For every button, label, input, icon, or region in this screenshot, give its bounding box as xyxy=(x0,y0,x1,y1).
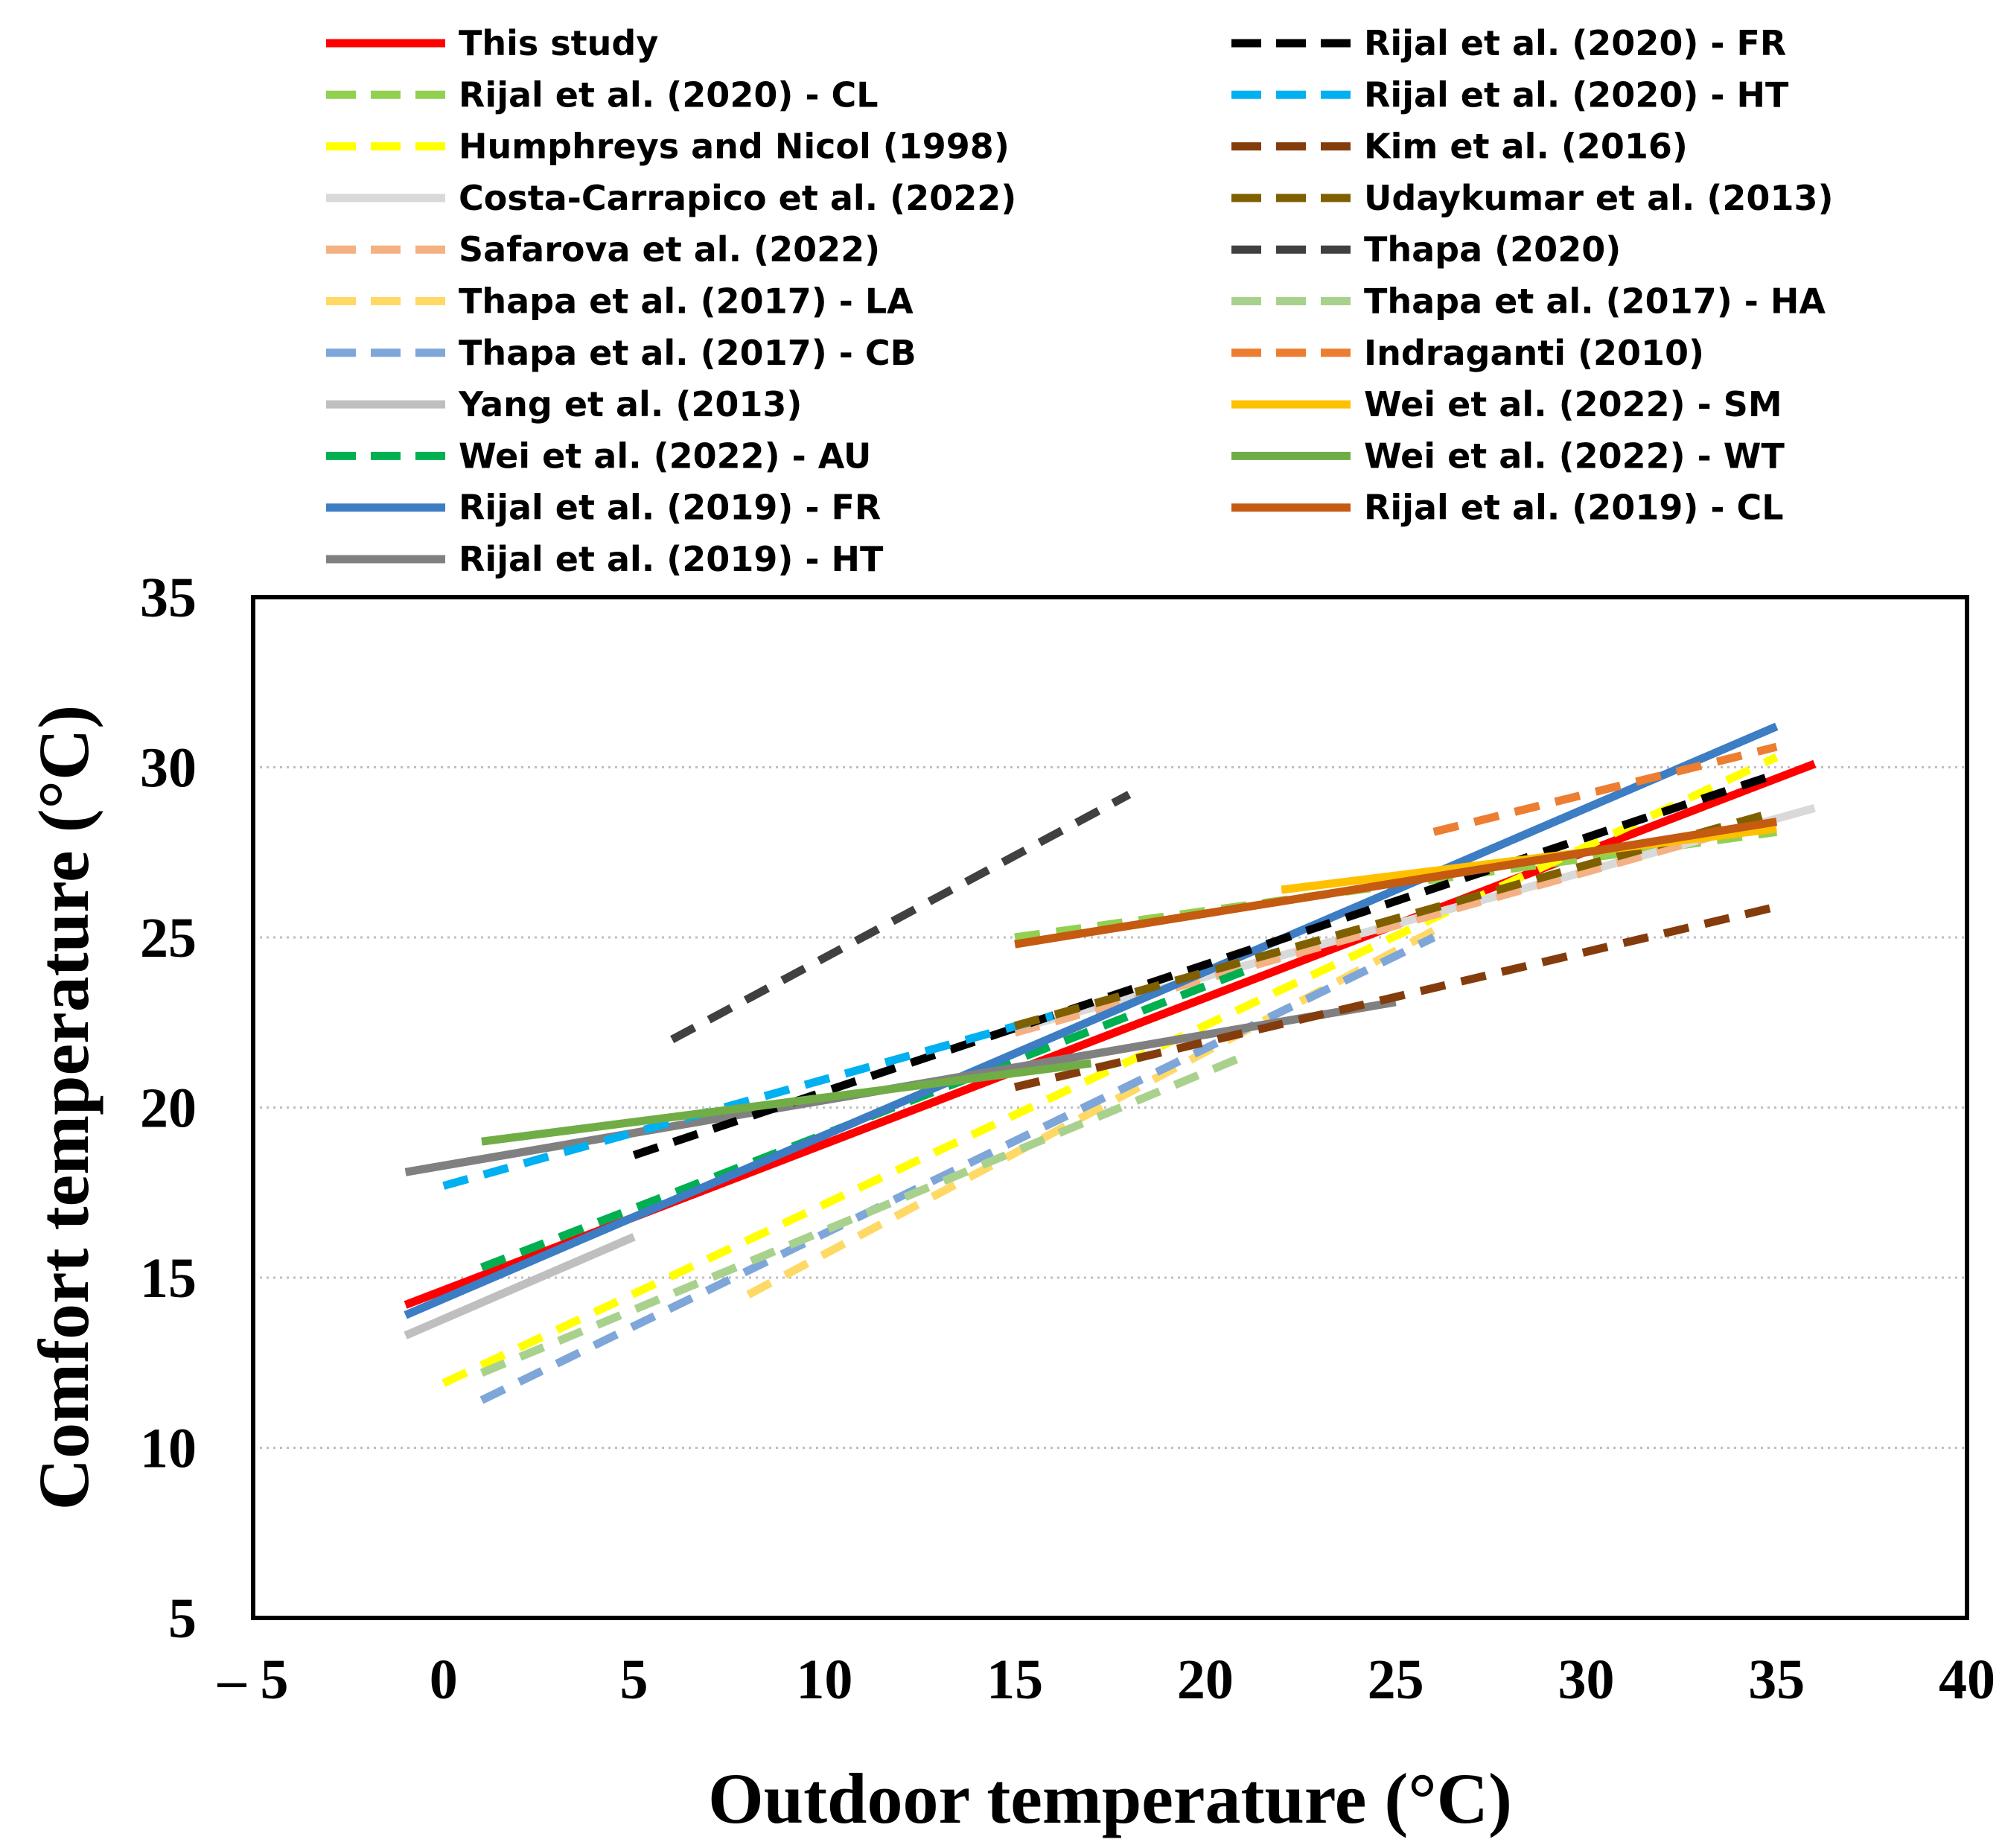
legend-label: Rijal et al. (2020) - HT xyxy=(1364,74,1789,115)
y-tick-label: 35 xyxy=(140,567,197,629)
y-tick-label: 15 xyxy=(140,1247,197,1310)
legend-label: Thapa et al. (2017) - HA xyxy=(1364,281,1826,322)
series-line-thapa-et-al-2017-cb xyxy=(479,934,1436,1404)
x-tick-label: 10 xyxy=(796,1648,852,1711)
x-axis-ticks: – 5 0 5 10 15 20 25 30 35 40 xyxy=(217,1648,1996,1711)
series-line-thapa-et-al-2017-la xyxy=(746,927,1436,1299)
legend-label: Safarova et al. (2022) xyxy=(459,229,880,270)
series-line-kim-et-al-2016 xyxy=(1013,902,1778,1092)
x-tick-label: 20 xyxy=(1177,1648,1234,1711)
x-tick-label: 5 xyxy=(620,1648,648,1711)
x-tick-label: – 5 xyxy=(217,1648,289,1711)
y-tick-label: 5 xyxy=(168,1587,197,1650)
legend-label: Wei et al. (2022) - WT xyxy=(1364,436,1785,476)
legend-label: Udaykumar et al. (2013) xyxy=(1364,178,1833,218)
legend-label: Yang et al. (2013) xyxy=(458,384,802,424)
x-tick-label: 25 xyxy=(1368,1648,1424,1711)
series-line-wei-et-al-2022-au xyxy=(479,967,1246,1272)
legend-label: Rijal et al. (2019) - CL xyxy=(1364,488,1784,528)
legend-label: Kim et al. (2016) xyxy=(1364,127,1688,167)
series-line-wei-et-al-2022-wt xyxy=(481,1059,1092,1146)
legend-label: Rijal et al. (2020) - CL xyxy=(459,74,879,115)
legend-label: Thapa et al. (2017) - LA xyxy=(459,281,914,322)
x-tick-label: 15 xyxy=(986,1648,1043,1711)
series-line-yang-et-al-2013 xyxy=(404,1233,636,1339)
series-line-thapa-2020 xyxy=(670,791,1132,1043)
legend-label: Rijal et al. (2020) - FR xyxy=(1364,23,1786,63)
x-tick-label: 30 xyxy=(1558,1648,1614,1711)
x-tick-label: 40 xyxy=(1939,1648,1995,1711)
y-axis-ticks: 5 10 15 20 25 30 35 xyxy=(140,567,197,1650)
legend-label: Humphreys and Nicol (1998) xyxy=(459,127,1010,167)
legend-label: Wei et al. (2022) - AU xyxy=(459,436,871,476)
legend-label: Thapa et al. (2017) - CB xyxy=(459,333,916,373)
series-line-indraganti-2010 xyxy=(1432,742,1778,836)
legend-label: This study xyxy=(459,23,658,63)
legend-label: Wei et al. (2022) - SM xyxy=(1364,384,1782,424)
y-tick-label: 25 xyxy=(140,907,197,969)
legend-label: Rijal et al. (2019) - FR xyxy=(459,488,881,528)
series-line-thapa-et-al-2017-ha xyxy=(479,1052,1246,1377)
x-axis-title: Outdoor temperature (°C) xyxy=(708,1759,1512,1838)
legend-label: Rijal et al. (2019) - HT xyxy=(459,539,884,579)
legend-label: Thapa (2020) xyxy=(1364,229,1621,270)
legend: This study Rijal et al. (2020) - CL Humphr… xyxy=(326,23,1833,579)
series-line-rijal-et-al-2020-ht xyxy=(442,1011,1054,1190)
legend-label: Indraganti (2010) xyxy=(1364,333,1704,373)
legend-label: Costa-Carrapico et al. (2022) xyxy=(459,178,1016,218)
y-tick-label: 10 xyxy=(140,1418,197,1480)
series-line-rijal-et-al-2020-fr xyxy=(632,770,1778,1159)
plot-area xyxy=(251,595,1969,1620)
series-line-rijal-et-al-2019-fr xyxy=(404,722,1779,1319)
series-lines xyxy=(404,722,1817,1404)
y-axis-title: Comfort temperature (°C) xyxy=(24,705,103,1511)
series-line-rijal-et-al-2019-cl xyxy=(1014,818,1778,949)
x-tick-label: 0 xyxy=(430,1648,458,1711)
y-tick-label: 30 xyxy=(140,737,197,800)
y-tick-label: 20 xyxy=(140,1077,197,1140)
x-tick-label: 35 xyxy=(1748,1648,1805,1711)
series-line-udaykumar-et-al-2013 xyxy=(1013,807,1778,1030)
